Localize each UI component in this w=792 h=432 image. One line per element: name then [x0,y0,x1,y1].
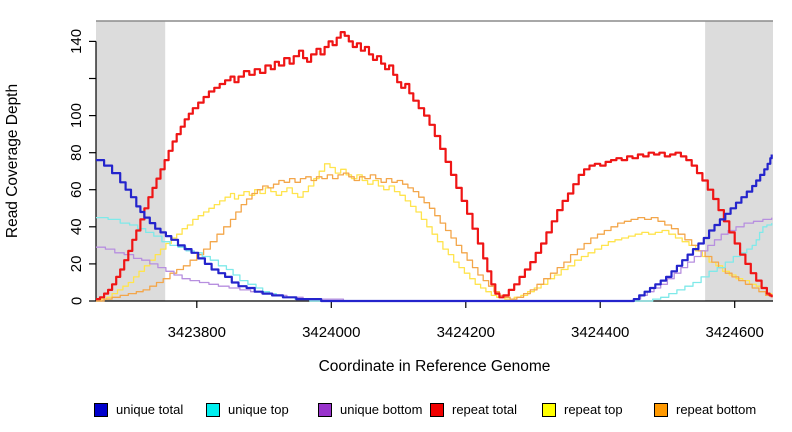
legend-swatch-repeat-bottom [654,402,668,417]
legend-item-repeat-top: repeat top [542,402,654,417]
series-unique-total [96,154,773,303]
x-tick-label: 3423800 [168,324,226,341]
legend-swatch-unique-bottom [318,402,332,417]
x-tick-label: 3424200 [437,324,495,341]
legend-label: unique top [228,402,289,417]
y-tick-label: 80 [68,144,85,161]
x-tick-label: 3424000 [302,324,360,341]
legend-swatch-repeat-total [430,402,444,417]
series-repeat-bottom [96,172,773,302]
y-tick-label: 20 [68,256,85,273]
legend-swatch-unique-total [94,402,108,417]
x-tick-label: 3424400 [571,324,629,341]
y-tick-label: 140 [68,29,85,54]
legend-item-unique-bottom: unique bottom [318,402,430,417]
legend-label: repeat bottom [676,402,757,417]
legend-label: unique bottom [340,402,423,417]
y-axis-title: Read Coverage Depth [4,84,21,238]
legend-label: unique total [116,402,184,417]
y-tick-label: 100 [68,103,85,128]
shaded-region [705,21,773,301]
series-repeat-top [96,163,773,302]
series-unique-bottom [96,217,773,302]
legend-label: repeat top [564,402,623,417]
y-tick-label: 40 [68,218,85,235]
legend-swatch-repeat-top [542,402,556,417]
legend-swatch-unique-top [206,402,220,417]
legend-item-repeat-bottom: repeat bottom [654,402,766,417]
legend-item-unique-top: unique top [206,402,318,417]
legend-label: repeat total [452,402,518,417]
y-tick-label: 0 [68,297,85,305]
legend-item-unique-total: unique total [94,402,206,417]
y-tick-label: 60 [68,181,85,198]
legend: unique total unique top unique bottom re… [94,402,766,417]
series-repeat-total [96,31,773,301]
legend-item-repeat-total: repeat total [430,402,542,417]
x-tick-label: 3424600 [705,324,763,341]
x-axis-title: Coordinate in Reference Genome [319,358,551,375]
